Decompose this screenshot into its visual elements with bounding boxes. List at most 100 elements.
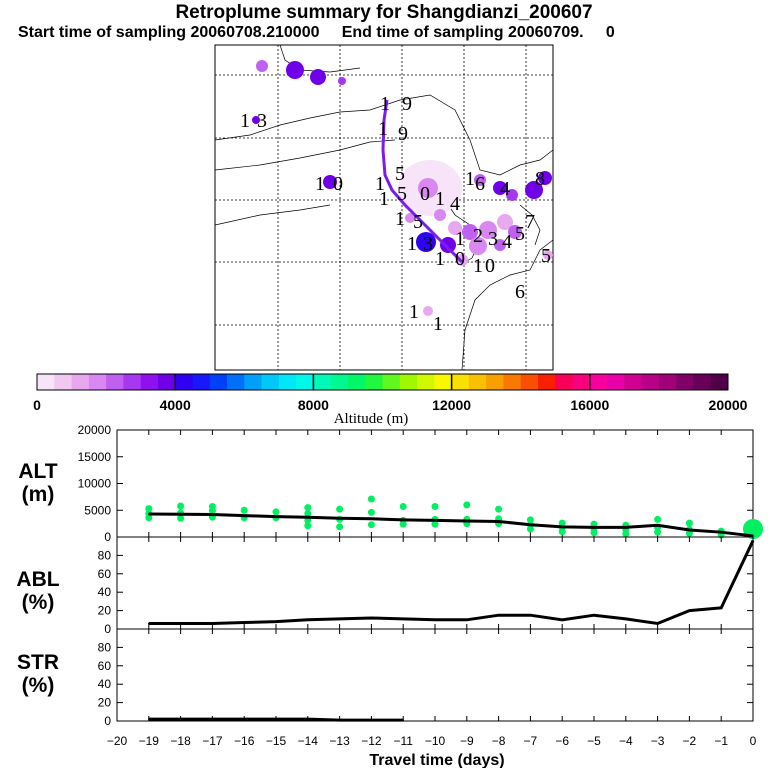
- colorbar-cell: [365, 374, 383, 390]
- map-day-label: 6: [475, 173, 485, 195]
- colorbar-tick-label: 12000: [432, 397, 471, 413]
- colorbar-cell: [434, 374, 453, 390]
- alt-scatter-point: [526, 516, 534, 524]
- x-tick-label: −1: [714, 734, 728, 748]
- panel-ylabel: (m): [22, 483, 55, 506]
- colorbar-frame: [36, 373, 729, 391]
- y-tick-label: 60: [98, 659, 112, 673]
- particle-cluster: [310, 69, 326, 85]
- map-day-label: 5: [413, 211, 423, 233]
- colorbar-cell: [555, 374, 574, 390]
- map-day-label: 1: [435, 248, 445, 270]
- y-tick-label: 20000: [78, 423, 112, 437]
- series-point: [625, 618, 627, 620]
- particle-cluster: [506, 189, 518, 201]
- particle-cluster: [256, 60, 268, 72]
- particle-cluster: [469, 237, 487, 255]
- series-point: [720, 607, 722, 609]
- x-tick-label: −15: [266, 734, 287, 748]
- series-point: [497, 614, 500, 616]
- panel-alt: 0 5000 10000 15000 20000 ALT(m): [18, 423, 763, 544]
- series-point: [179, 513, 182, 516]
- colorbar-cell: [417, 374, 435, 390]
- panel-ylabel: (%): [22, 591, 55, 614]
- x-tick-label: −2: [683, 734, 697, 748]
- map-day-label: 1: [407, 233, 417, 255]
- map-day-label: 8: [535, 168, 545, 190]
- series-point: [720, 531, 722, 533]
- x-tick-label: −4: [619, 734, 633, 748]
- colorbar-cell: [278, 374, 297, 390]
- map-day-label: 1: [409, 301, 419, 323]
- colorbar-cell: [693, 374, 712, 390]
- particle-cluster: [543, 250, 553, 260]
- x-tick-label: −7: [524, 734, 538, 748]
- y-tick-label: 0: [104, 714, 111, 728]
- series-point: [148, 622, 150, 625]
- alt-scatter-point: [336, 523, 344, 531]
- colorbar-axis-label: Altitude (m): [334, 411, 409, 427]
- particle-cluster: [474, 174, 486, 186]
- colorbar-cell: [468, 374, 487, 390]
- panel-abl: 0 20 40 60 80 ABL(%): [16, 536, 755, 636]
- series-point: [529, 523, 532, 526]
- series-point: [211, 718, 214, 720]
- x-tick-label: −13: [329, 734, 350, 748]
- colorbar-cell: [106, 374, 124, 390]
- map-day-label: 0: [485, 255, 495, 277]
- alt-scatter-point: [336, 505, 344, 513]
- series-point: [148, 718, 150, 720]
- series-point: [688, 529, 691, 531]
- series-line-abl: [148, 540, 755, 626]
- colorbar-cell: [71, 374, 90, 390]
- map-day-label: 1: [315, 173, 325, 195]
- colorbar-cell: [192, 374, 211, 390]
- series-point: [402, 719, 405, 721]
- series-point: [497, 520, 500, 523]
- map-day-label: 0: [455, 248, 465, 270]
- y-tick-label: 40: [98, 585, 112, 599]
- map-day-label: 9: [398, 123, 408, 145]
- sampling-times: Start time of sampling 20060708.210000 E…: [18, 24, 615, 41]
- series-point: [243, 718, 245, 720]
- series-point: [561, 619, 563, 621]
- series-point: [148, 513, 150, 515]
- alt-scatter-point: [463, 501, 471, 509]
- series-point: [211, 513, 214, 516]
- series-point: [752, 539, 754, 542]
- series-point: [243, 621, 245, 624]
- particle-cluster: [323, 175, 337, 189]
- particle-cluster: [494, 239, 506, 251]
- particle-cluster: [525, 181, 543, 199]
- x-axis-label: Travel time (days): [369, 752, 504, 768]
- y-tick-label: 10000: [78, 477, 112, 491]
- colorbar-cell: [123, 374, 142, 390]
- map-frame: [214, 44, 554, 371]
- particle-cluster: [479, 221, 497, 239]
- colorbar-cell: [37, 374, 55, 390]
- chart-title: Retroplume summary for Shangdianzi_20060…: [175, 2, 593, 23]
- panel-frame: [116, 536, 754, 630]
- map-day-label: 0: [420, 183, 430, 205]
- series-point: [625, 526, 627, 529]
- colorbar-cell: [347, 374, 366, 390]
- series-point: [338, 517, 341, 520]
- colorbar-cell: [296, 374, 314, 390]
- colorbar-cell: [537, 374, 556, 390]
- trajectory-line: [381, 99, 464, 264]
- x-axis: −20 −19 −18 −17 −16 −15 −14 −13 −12 −11 −10 −9 −8 −7−…: [107, 734, 757, 748]
- particle-cluster: [440, 237, 456, 253]
- series-point: [593, 526, 595, 529]
- colorbar-tick-label: 16000: [570, 397, 609, 413]
- series-point: [402, 519, 405, 521]
- colorbar-tick-label: 4000: [160, 397, 191, 413]
- map-day-label: 3: [257, 110, 267, 132]
- series-point: [370, 518, 373, 520]
- map-day-label: 5: [515, 223, 525, 245]
- series-point: [307, 619, 309, 621]
- map-day-label: 4: [500, 178, 510, 200]
- x-tick-label: −9: [460, 734, 474, 748]
- series-point: [211, 622, 214, 625]
- series-point: [338, 719, 341, 721]
